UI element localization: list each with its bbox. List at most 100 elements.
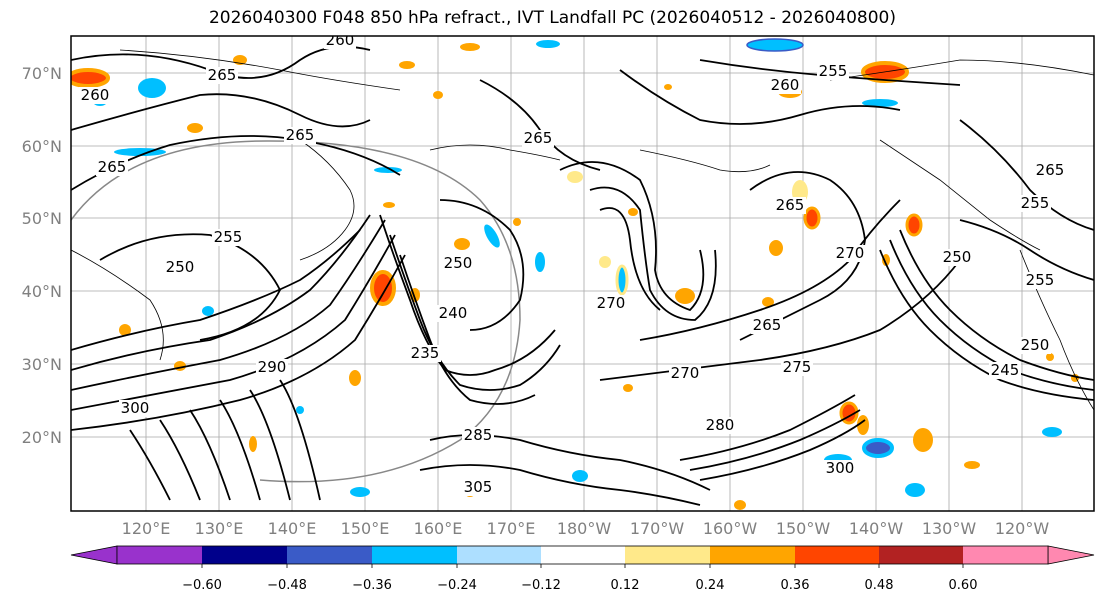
shade-patch — [350, 487, 370, 497]
longitude-label: 120°E — [122, 519, 171, 538]
longitude-label: 160°E — [414, 519, 463, 538]
colorbar-tick-label: 0.60 — [949, 578, 978, 593]
colorbar-bin — [202, 546, 287, 564]
shade-patch — [746, 38, 804, 52]
shade-patch — [905, 213, 923, 237]
contour-label: 300 — [826, 459, 855, 477]
colorbar-bin — [625, 546, 710, 564]
shade-patch — [433, 91, 443, 99]
contour-label-bg — [774, 197, 806, 214]
colorbar-tick-label: 0.12 — [611, 578, 640, 593]
shade-patch — [370, 270, 396, 306]
shade-patch — [249, 436, 257, 452]
shade-patch — [623, 384, 633, 392]
contour-label-bg — [164, 259, 196, 276]
contour-label-bg — [522, 130, 554, 147]
shade-patch — [513, 218, 521, 226]
longitude-label: 140°E — [268, 519, 317, 538]
shade-patch — [572, 470, 588, 482]
shade-patch — [567, 171, 583, 183]
contour-label: 305 — [464, 478, 493, 496]
colorbar-tick-label: 0.36 — [781, 578, 810, 593]
contour-label: 250 — [166, 258, 195, 276]
shade-patch — [628, 208, 638, 216]
contour-label-bg — [96, 159, 128, 176]
shade-patch — [1046, 353, 1054, 361]
shade-patch — [857, 415, 869, 435]
colorbar-tick-label: 0.48 — [865, 578, 894, 593]
contour-label: 250 — [943, 248, 972, 266]
shade-patch — [383, 202, 395, 208]
shade-patch — [882, 254, 890, 266]
colorbar-extend-max — [1047, 545, 1095, 565]
latitude-label: 70°N — [22, 64, 62, 83]
contour-label: 280 — [706, 416, 735, 434]
shade-patch — [734, 500, 746, 510]
contour-label-bg — [781, 359, 813, 376]
colorbar-tick-label: −0.60 — [182, 578, 222, 593]
shade-patch — [803, 206, 821, 230]
contour-label: 250 — [1021, 336, 1050, 354]
latitude-labels: 70°N 60°N 50°N 40°N 30°N 20°N — [22, 64, 62, 447]
contour-label-bg — [704, 417, 736, 434]
contour-label: 255 — [1021, 194, 1050, 212]
contour-label: 265 — [98, 158, 127, 176]
shade-patch — [399, 61, 415, 69]
latitude-label: 50°N — [22, 209, 62, 228]
contour-label: 270 — [836, 244, 865, 262]
map-title: 2026040300 F048 850 hPa refract., IVT La… — [208, 8, 896, 28]
contour-label-bg — [669, 365, 701, 382]
contour-label-bg — [1019, 337, 1051, 354]
shade-patch — [1042, 427, 1062, 437]
contour-label: 260 — [771, 76, 800, 94]
shade-patch — [862, 99, 898, 107]
longitude-label: 170°E — [487, 519, 536, 538]
shade-patch — [615, 264, 629, 296]
contour-label: 255 — [214, 228, 243, 246]
shade-patch — [675, 288, 695, 304]
colorbar-bin — [372, 546, 457, 564]
contour-label-bg — [834, 245, 866, 262]
contour-label: 265 — [776, 196, 805, 214]
shade-patch — [71, 68, 110, 88]
contour-label: 270 — [671, 364, 700, 382]
latitude-label: 60°N — [22, 137, 62, 156]
latitude-label: 30°N — [22, 355, 62, 374]
contour-label-bg — [256, 359, 288, 376]
contour-label-bg — [1024, 272, 1056, 289]
contour-label-bg — [462, 479, 494, 496]
contour-label-bg — [462, 427, 494, 444]
colorbar-bin — [541, 546, 625, 564]
contour-label: 250 — [444, 254, 473, 272]
contour-label: 275 — [783, 358, 812, 376]
contour-label-bg — [751, 317, 783, 334]
shade-patch — [119, 324, 131, 336]
contour-label-bg — [1019, 195, 1051, 212]
shade-patch — [762, 297, 774, 307]
shade-patch — [187, 123, 203, 133]
contour-label: 240 — [439, 304, 468, 322]
longitude-label: 180°W — [557, 519, 612, 538]
longitude-labels: 120°E 130°E 140°E 150°E 160°E 170°E 180°W 170°W… — [122, 519, 1050, 538]
colorbar-bin — [457, 546, 541, 564]
shade-patch — [349, 370, 361, 386]
colorbar-tick-label: −0.48 — [267, 578, 307, 593]
contour-label-bg — [119, 400, 151, 417]
contour-label: 260 — [326, 31, 355, 49]
shade-patch — [202, 306, 214, 316]
region-circle — [71, 140, 521, 483]
contour-label-bg — [212, 229, 244, 246]
latitude-label: 40°N — [22, 282, 62, 301]
shade-patch — [454, 238, 470, 250]
colorbar-bin — [879, 546, 963, 564]
shade-patch — [905, 483, 925, 497]
shade-patch — [769, 240, 783, 256]
contour-label: 265 — [286, 126, 315, 144]
colorbar-outline — [116, 545, 1049, 565]
shade-patch — [664, 84, 672, 90]
contour-label-bg — [817, 63, 849, 80]
contour-label: 265 — [208, 66, 237, 84]
colorbar-bin — [795, 546, 879, 564]
map-frame — [70, 35, 1095, 512]
